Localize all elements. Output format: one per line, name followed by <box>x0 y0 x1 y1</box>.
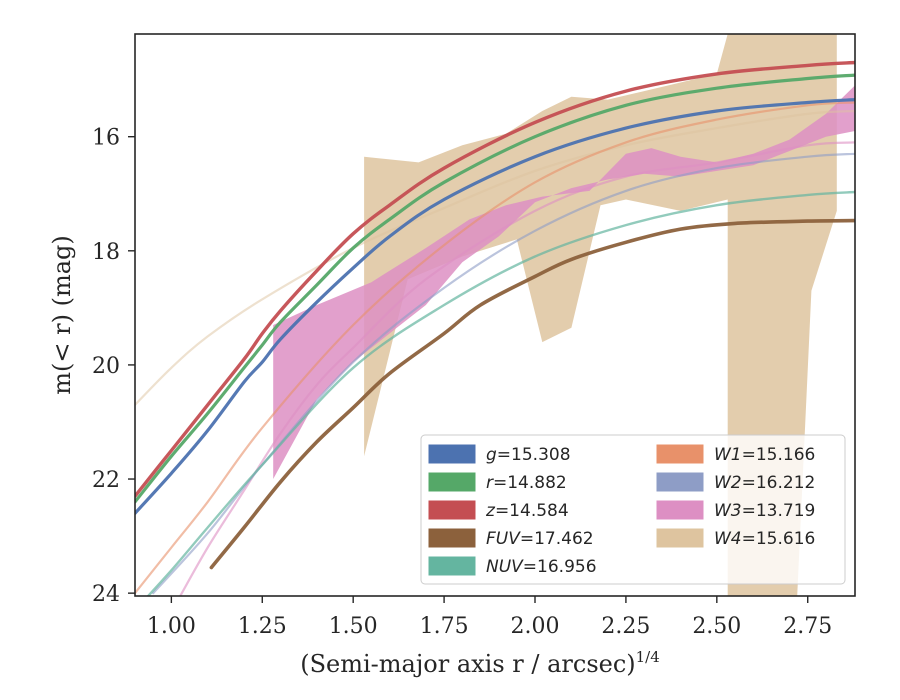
legend-label: g=15.308 <box>486 445 571 465</box>
x-tick-label: 2.50 <box>692 614 741 639</box>
legend-label: z=14.584 <box>485 501 569 521</box>
line-layer <box>135 60 855 596</box>
series-line-r <box>135 73 855 504</box>
legend-swatch <box>428 472 476 492</box>
legend-label: r=14.882 <box>486 473 567 493</box>
y-axis-label: m(< r) (mag) <box>48 235 76 394</box>
series-line-g <box>135 98 855 515</box>
legend-item-r: r=14.882 <box>428 472 567 493</box>
x-tick-label: 1.75 <box>420 614 469 639</box>
legend-swatch <box>656 444 704 464</box>
x-tick-label: 2.00 <box>511 614 560 639</box>
legend-item-w1: W1=15.166 <box>656 444 815 465</box>
band-layer <box>273 34 855 596</box>
legend-swatch <box>656 528 704 548</box>
legend-label: NUV=16.956 <box>486 557 597 577</box>
y-tick-label: 24 <box>92 582 120 607</box>
legend-label: W1=15.166 <box>714 445 815 465</box>
series-line-z <box>135 60 855 498</box>
legend-swatch <box>428 444 476 464</box>
y-tick-label: 22 <box>92 468 120 493</box>
legend: g=15.308 r=14.882 z=14.584 FUV=17.462 NUV=16… <box>420 434 846 585</box>
y-axis-ticks: 16 18 20 22 24 <box>92 126 135 607</box>
legend-item-w4: W4=15.616 <box>656 528 815 549</box>
series-line-fuv <box>209 218 855 570</box>
series-line-w2 <box>152 152 855 595</box>
legend-swatch <box>428 528 476 548</box>
series-line-w3 <box>178 141 855 596</box>
legend-item-g: g=15.308 <box>428 444 571 465</box>
legend-label: FUV=17.462 <box>486 529 594 549</box>
legend-swatch <box>428 556 476 576</box>
x-tick-label: 2.75 <box>783 614 832 639</box>
series-line-w4 <box>135 109 855 406</box>
x-tick-label: 1.00 <box>147 614 196 639</box>
x-axis-label: (Semi-major axis r / arcsec)1/4 <box>300 648 660 678</box>
plot-frame <box>134 33 856 597</box>
series-line-w1 <box>135 101 855 595</box>
x-axis-label-exponent: 1/4 <box>636 648 660 666</box>
legend-label: W3=13.719 <box>714 501 815 521</box>
legend-item-w2: W2=16.212 <box>656 472 815 493</box>
legend-swatch <box>656 500 704 520</box>
y-tick-label: 18 <box>92 240 120 265</box>
band-w3 <box>273 85 855 480</box>
legend-swatch <box>656 472 704 492</box>
legend-item-fuv: FUV=17.462 <box>428 528 594 549</box>
x-tick-label: 2.25 <box>601 614 650 639</box>
x-tick-label: 1.25 <box>238 614 287 639</box>
legend-swatch <box>428 500 476 520</box>
y-tick-label: 16 <box>92 126 120 151</box>
legend-item-w3: W3=13.719 <box>656 500 815 521</box>
legend-frame <box>420 434 846 585</box>
legend-item-z: z=14.584 <box>428 500 569 521</box>
legend-item-nuv: NUV=16.956 <box>428 556 597 577</box>
legend-label: W2=16.212 <box>714 473 815 493</box>
series-line-nuv <box>146 190 855 596</box>
x-tick-label: 1.50 <box>329 614 378 639</box>
band-w4 <box>364 34 837 596</box>
x-axis-label-main: (Semi-major axis r / arcsec) <box>300 650 635 678</box>
x-axis-ticks: 1.00 1.25 1.50 1.75 2.00 2.25 2.50 2.75 <box>147 596 832 639</box>
y-tick-label: 20 <box>92 354 120 379</box>
legend-label: W4=15.616 <box>714 529 815 549</box>
